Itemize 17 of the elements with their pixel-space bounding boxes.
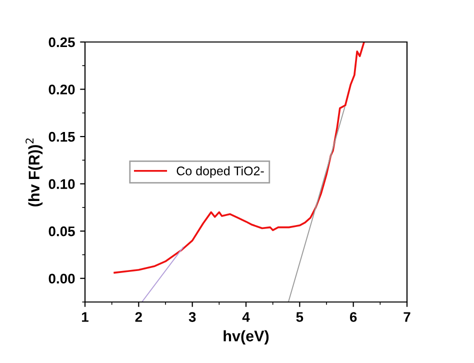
x-tick-label: 1 bbox=[82, 312, 88, 322]
y-tick-label: 0.05 bbox=[48, 226, 75, 236]
x-axis-title: hv(eV) bbox=[224, 330, 269, 344]
y-tick-label: 0.20 bbox=[48, 84, 75, 94]
y-axis-title: (hv F(R))$^{2}$ bbox=[26, 138, 43, 206]
x-tick-label: 6 bbox=[350, 312, 357, 322]
x-tick-label: 4 bbox=[242, 312, 250, 322]
x-tick-label: 7 bbox=[404, 312, 410, 322]
y-tick-label: 0.00 bbox=[48, 274, 75, 284]
line-series bbox=[114, 42, 365, 274]
legend-label: Co doped TiO2- bbox=[176, 166, 264, 178]
y-tick-label: 0.25 bbox=[48, 37, 75, 48]
x-tick-label: 3 bbox=[188, 312, 196, 322]
y-tick-label: 0.15 bbox=[48, 132, 75, 142]
x-tick-label: 2 bbox=[135, 312, 142, 322]
x-tick-label: 5 bbox=[296, 312, 304, 322]
y-tick-label: 0.10 bbox=[48, 179, 75, 189]
